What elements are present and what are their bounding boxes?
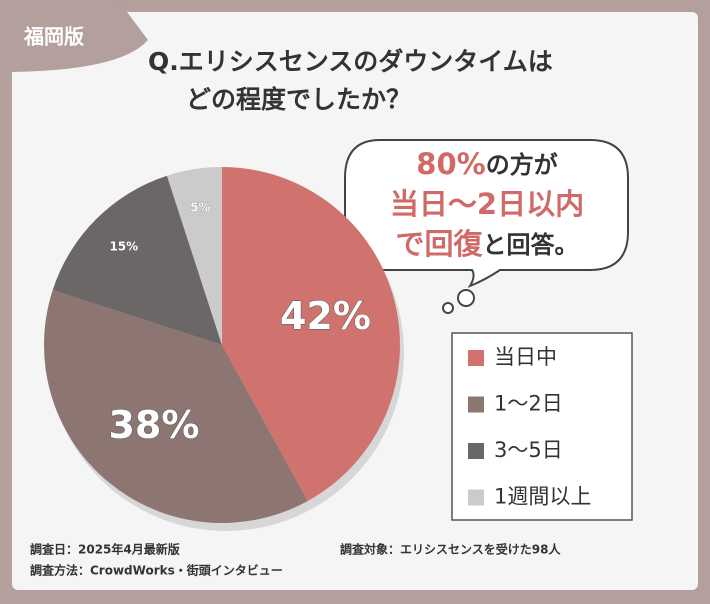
badge: 福岡版 bbox=[23, 25, 84, 49]
data-label: 15% bbox=[109, 239, 138, 253]
legend: 当日中 1〜2日 3〜5日 1週間以上 bbox=[468, 345, 591, 509]
legend-swatch bbox=[468, 443, 484, 459]
callout-dot bbox=[442, 302, 454, 314]
legend-swatch bbox=[468, 396, 484, 413]
legend-label: 3〜5日 bbox=[494, 438, 563, 462]
legend-swatch bbox=[468, 350, 484, 366]
pie-slice bbox=[166, 167, 222, 345]
callout-text: 当日〜2日以内 bbox=[390, 187, 584, 221]
callout-text: で回復と回答。 bbox=[395, 227, 578, 261]
callout-segment: で回復 bbox=[395, 227, 483, 261]
callout-dot bbox=[457, 289, 475, 307]
data-label: 5% bbox=[190, 200, 210, 214]
legend-label: 1〜2日 bbox=[494, 392, 563, 416]
note: 調査対象：エリシスセンスを受けた98人 bbox=[340, 542, 561, 557]
note: 調査日：2025年4月最新版 bbox=[30, 542, 180, 557]
callout-segment: の方が bbox=[486, 151, 558, 179]
callout-bubble bbox=[344, 139, 629, 289]
pie-slice bbox=[52, 175, 222, 345]
legend-label: 1週間以上 bbox=[494, 485, 591, 509]
data-label: 42% bbox=[280, 294, 371, 338]
legend-label: 当日中 bbox=[494, 345, 557, 369]
pie: 42% 38% 15% 5% bbox=[43, 167, 404, 531]
data-label: 38% bbox=[108, 403, 199, 447]
callout-segment: 当日〜2日以内 bbox=[390, 187, 584, 221]
pie-slice bbox=[222, 167, 401, 501]
legend-swatch bbox=[468, 489, 484, 506]
callout-segment: と回答。 bbox=[483, 231, 579, 259]
chart-title: どの程度でしたか？ bbox=[186, 85, 411, 114]
callout-segment: 80% bbox=[416, 147, 485, 181]
callout-text: 80%の方が bbox=[416, 147, 557, 181]
chart-title: Q.エリシスセンスのダウンタイムは bbox=[148, 47, 553, 76]
note: 調査方法：CrowdWorks・街頭インタビュー bbox=[30, 563, 283, 578]
pie-slice bbox=[43, 289, 308, 523]
badge-bg bbox=[0, 0, 148, 72]
